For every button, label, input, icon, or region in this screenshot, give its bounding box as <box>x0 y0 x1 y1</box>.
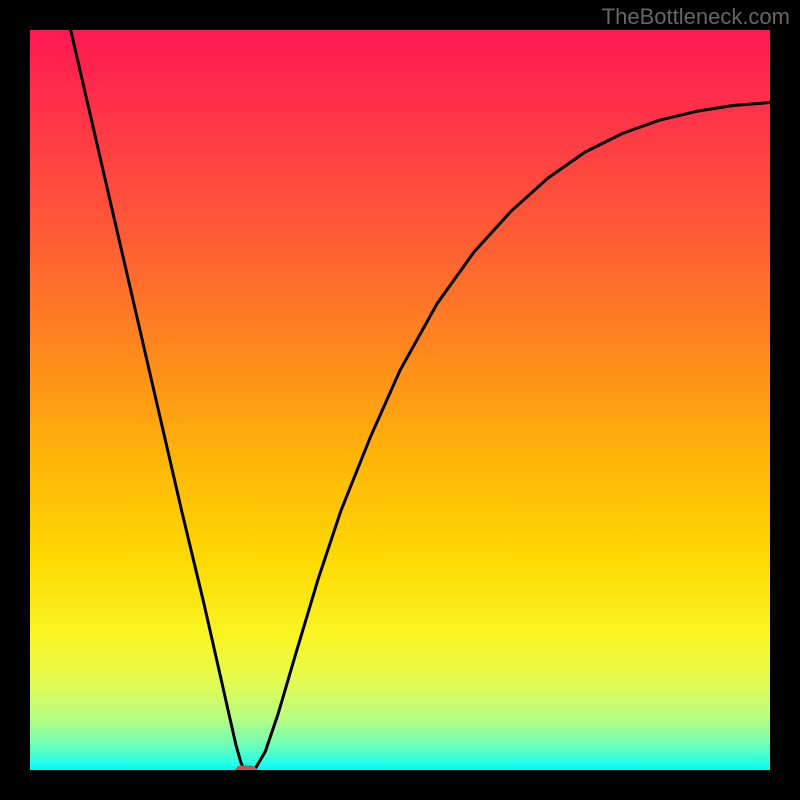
gradient-background <box>30 30 770 770</box>
chart-container: TheBottleneck.com <box>0 0 800 800</box>
watermark-text: TheBottleneck.com <box>602 4 790 30</box>
bottleneck-chart <box>0 0 800 800</box>
